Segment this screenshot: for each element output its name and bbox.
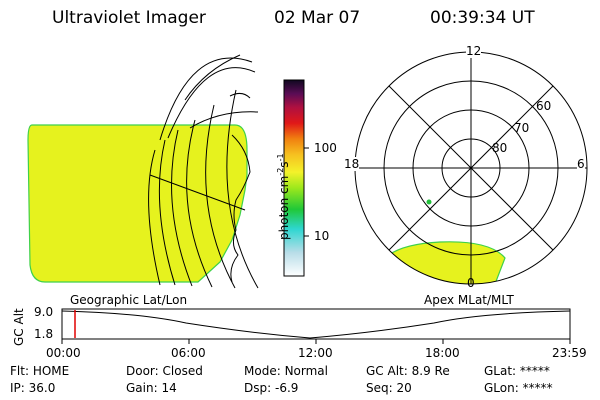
status-door: Door: Closed [126,364,203,378]
y-tick-9: 9.0 [34,305,54,319]
geographic-caption: Geographic Lat/Lon [70,293,188,307]
x-tick-0600: 06:00 [171,346,206,360]
status-mode: Mode: Normal [244,364,328,378]
status-flt: Flt: HOME [10,364,70,378]
mlat-label-60: 60 [536,99,552,113]
status-seq: Seq: 20 [366,381,412,395]
mlt-label-12: 12 [466,44,482,58]
x-tick-0000: 00:00 [46,346,81,360]
status-ip: IP: 36.0 [10,381,56,395]
mlt-label-0: 0 [467,276,475,290]
mlat-label-70: 70 [514,121,530,135]
mlt-label-6: 6 [577,157,585,171]
y-tick-1-8: 1.8 [34,327,54,341]
status-dsp: Dsp: -6.9 [244,381,299,395]
colorbar-tick-10: 10 [314,229,330,243]
x-tick-1200: 12:00 [298,346,333,360]
altitude-curve [61,310,571,339]
instrument-title: Ultraviolet Imager [52,8,206,28]
time-label: 00:39:34 UT [430,8,535,28]
apex-caption: Apex MLat/MLT [424,293,514,307]
mlt-label-18: 18 [344,157,360,171]
x-tick-2359: 23:59 [552,346,587,360]
mlat-label-80: 80 [492,141,508,155]
uv-image-region [27,124,248,283]
date-label: 02 Mar 07 [274,8,361,28]
x-tick-1800: 18:00 [425,346,460,360]
green-spot [426,199,432,205]
status-gcalt: GC Alt: 8.9 Re [366,364,450,378]
status-glat: GLat: ***** [484,364,550,378]
status-gain: Gain: 14 [126,381,177,395]
colorbar-tick-100: 100 [314,141,337,155]
status-glon: GLon: ***** [484,381,553,395]
altitude-axis-title: GC Alt [12,308,26,346]
